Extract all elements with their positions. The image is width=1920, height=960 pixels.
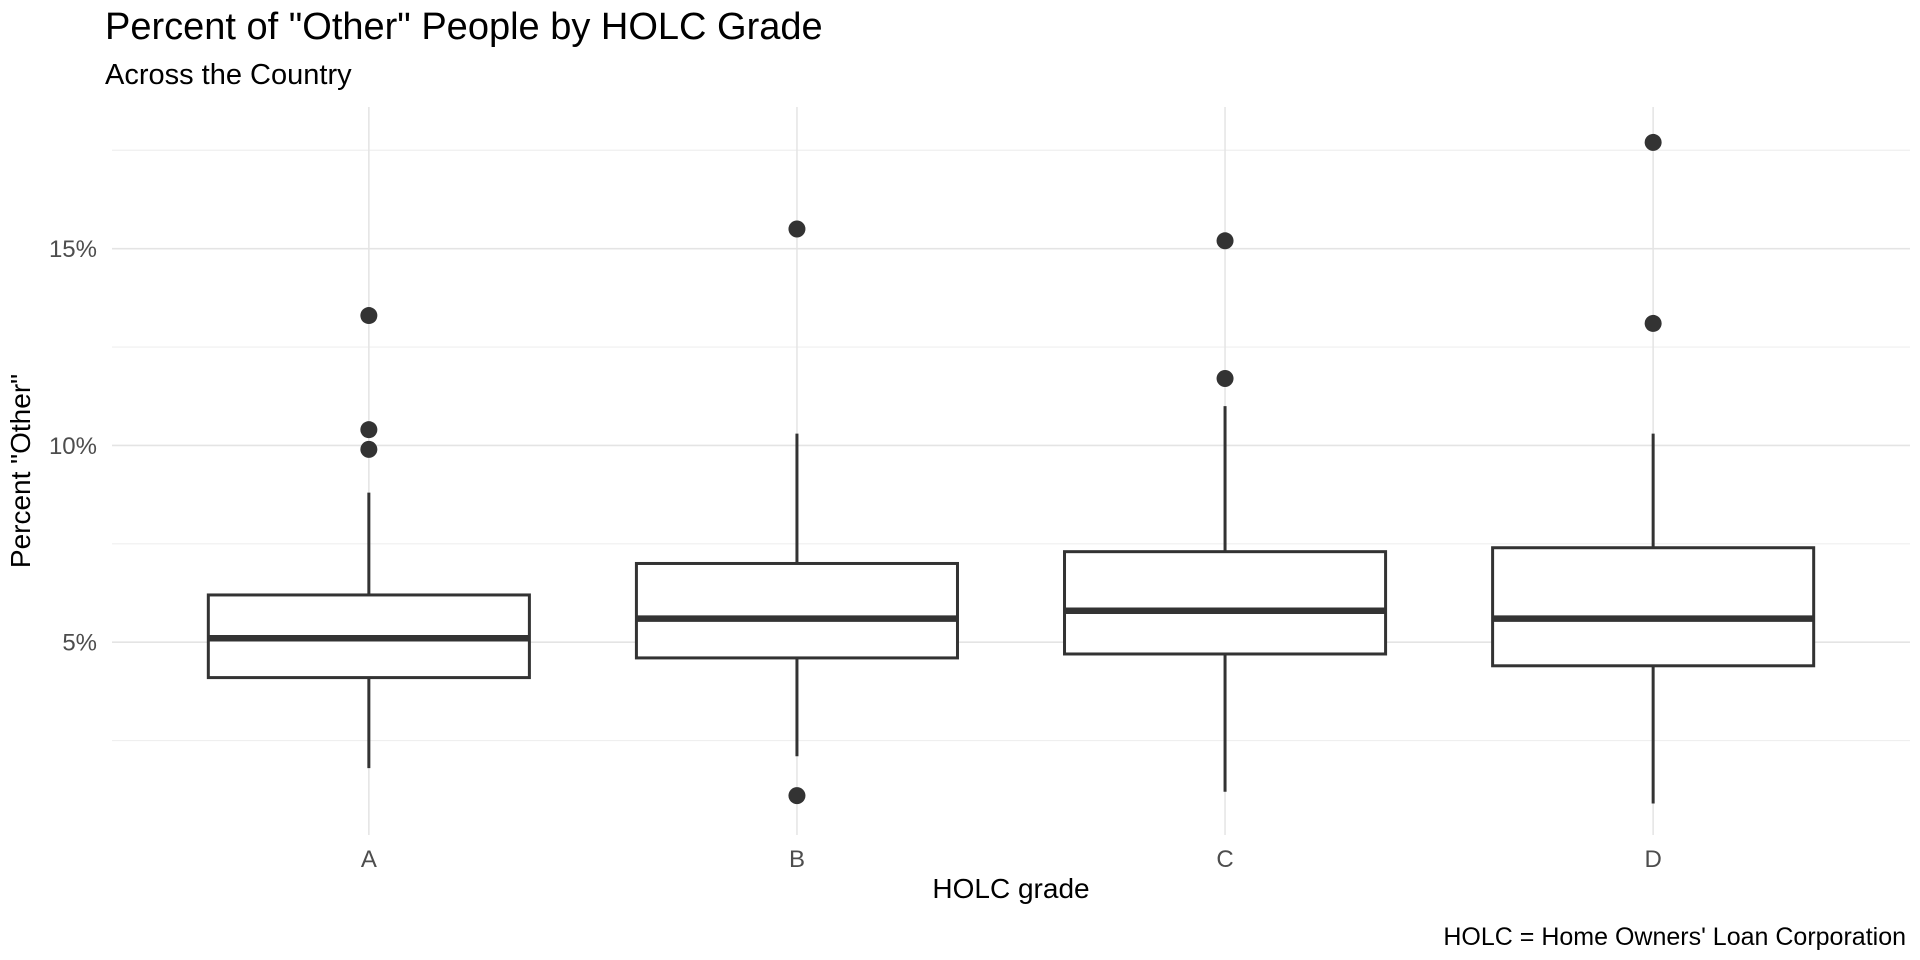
outlier-A xyxy=(360,421,378,439)
outlier-A xyxy=(360,307,378,325)
chart-title: Percent of "Other" People by HOLC Grade xyxy=(105,6,823,48)
outlier-D xyxy=(1644,314,1662,332)
outlier-A xyxy=(360,440,378,458)
box-D xyxy=(1491,546,1816,668)
x-tick-label-A: A xyxy=(361,846,377,873)
x-tick-label-B: B xyxy=(789,846,805,873)
outlier-C xyxy=(1216,232,1234,250)
x-axis-title: HOLC grade xyxy=(932,873,1089,904)
y-tick-label: 5% xyxy=(62,630,97,657)
outlier-D xyxy=(1644,133,1662,151)
x-tick-label-D: D xyxy=(1644,846,1661,873)
chart-subtitle: Across the Country xyxy=(105,59,352,91)
outlier-C xyxy=(1216,370,1234,388)
chart-layers: 5% 10% 15% A B C D xyxy=(49,107,1910,873)
box-B xyxy=(634,561,959,660)
box-C xyxy=(1063,550,1388,656)
y-tick-label: 10% xyxy=(49,433,97,460)
chart-caption: HOLC = Home Owners' Loan Corporation xyxy=(1443,923,1906,951)
x-tick-label-C: C xyxy=(1216,846,1233,873)
y-axis-title: Percent "Other" xyxy=(5,374,36,568)
y-tick-label: 15% xyxy=(49,236,97,263)
outlier-B xyxy=(788,220,806,238)
outlier-B xyxy=(788,787,806,805)
